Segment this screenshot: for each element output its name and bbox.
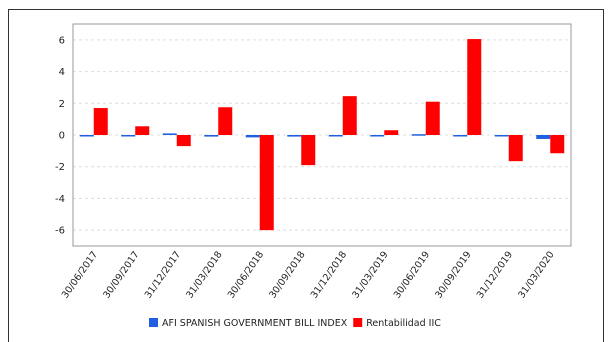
x-tick-label: 31/12/2018 bbox=[309, 249, 349, 300]
bar-rentabilidad bbox=[176, 135, 191, 147]
x-tick-label: 30/09/2019 bbox=[433, 249, 473, 300]
legend-label: Rentabilidad IIC bbox=[366, 318, 441, 329]
legend-label: AFI SPANISH GOVERNMENT BILL INDEX bbox=[162, 318, 348, 329]
bar-rentabilidad bbox=[550, 135, 565, 154]
x-tick-label: 30/06/2018 bbox=[226, 249, 266, 300]
bar-rentabilidad bbox=[218, 107, 233, 135]
plot-area bbox=[72, 23, 572, 247]
bar-rentabilidad bbox=[259, 135, 274, 231]
legend-swatch bbox=[149, 318, 158, 327]
x-tick-label: 30/06/2017 bbox=[60, 249, 100, 300]
bar-rentabilidad bbox=[342, 96, 357, 135]
bar-rentabilidad bbox=[301, 135, 316, 166]
bar-rentabilidad bbox=[425, 101, 440, 135]
bar-index bbox=[162, 133, 177, 135]
x-tick-label: 31/12/2017 bbox=[143, 249, 183, 300]
x-tick-label: 31/12/2019 bbox=[475, 249, 515, 300]
y-tick-label: 0 bbox=[59, 131, 65, 142]
bar-rentabilidad bbox=[508, 135, 523, 162]
bar-rentabilidad bbox=[135, 126, 150, 135]
bar-index bbox=[370, 135, 385, 137]
bars bbox=[79, 39, 565, 231]
bar-index bbox=[287, 135, 302, 137]
bar-rentabilidad bbox=[93, 108, 108, 135]
legend: AFI SPANISH GOVERNMENT BILL INDEX Rentabi… bbox=[149, 318, 441, 329]
x-axis: 30/06/2017 30/09/2017 31/12/2017 31/03/2018… bbox=[60, 249, 557, 300]
bar-rentabilidad bbox=[384, 130, 399, 135]
y-tick-label: 6 bbox=[59, 35, 65, 46]
bar-index bbox=[453, 135, 468, 137]
bar-index bbox=[536, 135, 551, 139]
bar-index bbox=[79, 135, 94, 137]
x-tick-label: 30/09/2018 bbox=[267, 249, 307, 300]
x-tick-label: 31/03/2018 bbox=[184, 249, 224, 300]
legend-swatch bbox=[353, 318, 363, 327]
x-tick-label: 30/09/2017 bbox=[101, 249, 141, 300]
bar-index bbox=[328, 135, 343, 137]
bar-index bbox=[121, 135, 136, 137]
y-tick-label: -6 bbox=[55, 226, 65, 237]
x-tick-label: 31/03/2019 bbox=[350, 249, 390, 300]
y-tick-label: 4 bbox=[59, 67, 65, 78]
y-tick-label: -2 bbox=[55, 162, 65, 173]
y-axis: -6 -4 -2 0 2 4 6 bbox=[55, 35, 65, 236]
bar-index bbox=[245, 135, 260, 138]
x-tick-label: 30/06/2019 bbox=[392, 249, 432, 300]
bar-rentabilidad bbox=[467, 39, 482, 135]
gridlines bbox=[73, 39, 571, 231]
x-tick-label: 31/03/2020 bbox=[516, 249, 556, 300]
bar-index bbox=[411, 134, 426, 136]
bar-index bbox=[204, 135, 219, 137]
y-tick-label: -4 bbox=[55, 194, 65, 205]
bar-index bbox=[494, 135, 509, 137]
chart-frame bbox=[8, 9, 604, 342]
y-tick-label: 2 bbox=[59, 99, 65, 110]
